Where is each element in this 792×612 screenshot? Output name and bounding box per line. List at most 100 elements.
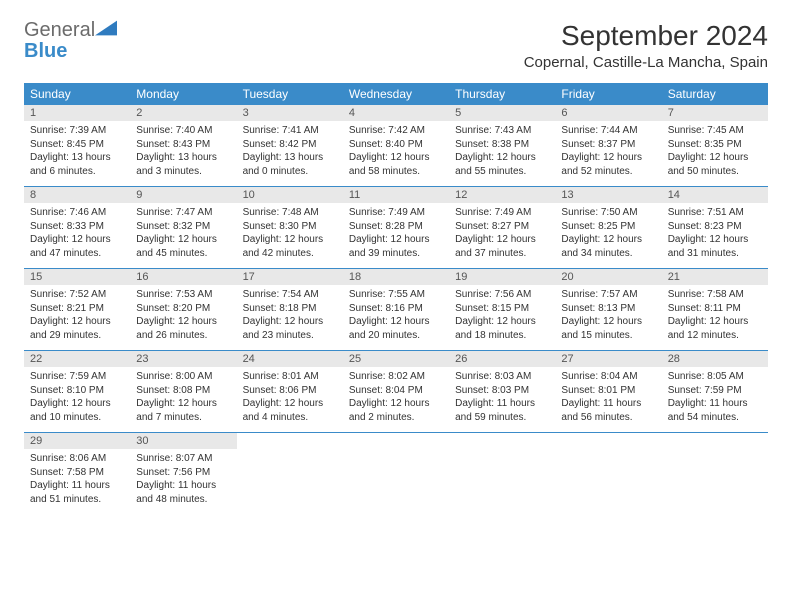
- sunset-line: Sunset: 8:30 PM: [243, 220, 337, 234]
- daylight-line: Daylight: 12 hours and 18 minutes.: [455, 315, 549, 342]
- calendar-row: 29Sunrise: 8:06 AMSunset: 7:58 PMDayligh…: [24, 433, 768, 515]
- day-number: 11: [343, 187, 449, 203]
- day-body: Sunrise: 7:39 AMSunset: 8:45 PMDaylight:…: [24, 121, 130, 186]
- calendar-cell: 1Sunrise: 7:39 AMSunset: 8:45 PMDaylight…: [24, 105, 130, 187]
- weekday-thursday: Thursday: [449, 83, 555, 105]
- calendar-row: 8Sunrise: 7:46 AMSunset: 8:33 PMDaylight…: [24, 187, 768, 269]
- day-body: Sunrise: 7:40 AMSunset: 8:43 PMDaylight:…: [130, 121, 236, 186]
- daylight-line: Daylight: 12 hours and 7 minutes.: [136, 397, 230, 424]
- sunset-line: Sunset: 8:23 PM: [668, 220, 762, 234]
- calendar-cell: 12Sunrise: 7:49 AMSunset: 8:27 PMDayligh…: [449, 187, 555, 269]
- logo: General Blue: [24, 20, 117, 62]
- day-number: 23: [130, 351, 236, 367]
- weekday-wednesday: Wednesday: [343, 83, 449, 105]
- sunset-line: Sunset: 7:58 PM: [30, 466, 124, 480]
- daylight-line: Daylight: 12 hours and 58 minutes.: [349, 151, 443, 178]
- calendar-cell: 3Sunrise: 7:41 AMSunset: 8:42 PMDaylight…: [237, 105, 343, 187]
- sunrise-line: Sunrise: 7:39 AM: [30, 124, 124, 138]
- calendar-cell: 25Sunrise: 8:02 AMSunset: 8:04 PMDayligh…: [343, 351, 449, 433]
- daylight-line: Daylight: 12 hours and 23 minutes.: [243, 315, 337, 342]
- sunset-line: Sunset: 8:45 PM: [30, 138, 124, 152]
- sunrise-line: Sunrise: 8:02 AM: [349, 370, 443, 384]
- calendar-cell: 30Sunrise: 8:07 AMSunset: 7:56 PMDayligh…: [130, 433, 236, 515]
- sunrise-line: Sunrise: 7:47 AM: [136, 206, 230, 220]
- sunrise-line: Sunrise: 7:51 AM: [668, 206, 762, 220]
- sunset-line: Sunset: 8:33 PM: [30, 220, 124, 234]
- day-body: Sunrise: 7:58 AMSunset: 8:11 PMDaylight:…: [662, 285, 768, 350]
- daylight-line: Daylight: 11 hours and 54 minutes.: [668, 397, 762, 424]
- calendar-row: 22Sunrise: 7:59 AMSunset: 8:10 PMDayligh…: [24, 351, 768, 433]
- sunset-line: Sunset: 8:03 PM: [455, 384, 549, 398]
- header: General Blue September 2024 Copernal, Ca…: [24, 20, 768, 71]
- sunset-line: Sunset: 8:32 PM: [136, 220, 230, 234]
- day-body: Sunrise: 7:53 AMSunset: 8:20 PMDaylight:…: [130, 285, 236, 350]
- sunset-line: Sunset: 8:10 PM: [30, 384, 124, 398]
- daylight-line: Daylight: 12 hours and 20 minutes.: [349, 315, 443, 342]
- daylight-line: Daylight: 12 hours and 10 minutes.: [30, 397, 124, 424]
- day-number: 2: [130, 105, 236, 121]
- calendar-cell: ..: [449, 433, 555, 515]
- sunrise-line: Sunrise: 8:01 AM: [243, 370, 337, 384]
- day-body: Sunrise: 8:07 AMSunset: 7:56 PMDaylight:…: [130, 449, 236, 514]
- day-number: 19: [449, 269, 555, 285]
- day-body: Sunrise: 7:54 AMSunset: 8:18 PMDaylight:…: [237, 285, 343, 350]
- calendar-cell: 6Sunrise: 7:44 AMSunset: 8:37 PMDaylight…: [555, 105, 661, 187]
- daylight-line: Daylight: 11 hours and 56 minutes.: [561, 397, 655, 424]
- sunset-line: Sunset: 8:06 PM: [243, 384, 337, 398]
- day-body: Sunrise: 7:55 AMSunset: 8:16 PMDaylight:…: [343, 285, 449, 350]
- sunrise-line: Sunrise: 7:52 AM: [30, 288, 124, 302]
- day-body: Sunrise: 7:59 AMSunset: 8:10 PMDaylight:…: [24, 367, 130, 432]
- calendar-cell: 9Sunrise: 7:47 AMSunset: 8:32 PMDaylight…: [130, 187, 236, 269]
- day-body: Sunrise: 7:52 AMSunset: 8:21 PMDaylight:…: [24, 285, 130, 350]
- sunset-line: Sunset: 8:04 PM: [349, 384, 443, 398]
- sunrise-line: Sunrise: 8:07 AM: [136, 452, 230, 466]
- day-number: 6: [555, 105, 661, 121]
- sunrise-line: Sunrise: 8:00 AM: [136, 370, 230, 384]
- day-number: 5: [449, 105, 555, 121]
- calendar-cell: 23Sunrise: 8:00 AMSunset: 8:08 PMDayligh…: [130, 351, 236, 433]
- calendar-cell: 19Sunrise: 7:56 AMSunset: 8:15 PMDayligh…: [449, 269, 555, 351]
- sunrise-line: Sunrise: 7:59 AM: [30, 370, 124, 384]
- day-number: 10: [237, 187, 343, 203]
- day-body: Sunrise: 8:05 AMSunset: 7:59 PMDaylight:…: [662, 367, 768, 432]
- weekday-header-row: Sunday Monday Tuesday Wednesday Thursday…: [24, 83, 768, 105]
- sunrise-line: Sunrise: 7:53 AM: [136, 288, 230, 302]
- day-body: Sunrise: 7:49 AMSunset: 8:28 PMDaylight:…: [343, 203, 449, 268]
- day-number: 17: [237, 269, 343, 285]
- daylight-line: Daylight: 11 hours and 59 minutes.: [455, 397, 549, 424]
- day-number: 20: [555, 269, 661, 285]
- day-body: Sunrise: 7:42 AMSunset: 8:40 PMDaylight:…: [343, 121, 449, 186]
- day-number: 18: [343, 269, 449, 285]
- sunset-line: Sunset: 7:56 PM: [136, 466, 230, 480]
- sunrise-line: Sunrise: 7:41 AM: [243, 124, 337, 138]
- page-title: September 2024: [524, 20, 768, 52]
- calendar-cell: 2Sunrise: 7:40 AMSunset: 8:43 PMDaylight…: [130, 105, 236, 187]
- calendar-cell: 13Sunrise: 7:50 AMSunset: 8:25 PMDayligh…: [555, 187, 661, 269]
- sunrise-line: Sunrise: 7:54 AM: [243, 288, 337, 302]
- sunrise-line: Sunrise: 7:43 AM: [455, 124, 549, 138]
- sunset-line: Sunset: 7:59 PM: [668, 384, 762, 398]
- sunset-line: Sunset: 8:28 PM: [349, 220, 443, 234]
- daylight-line: Daylight: 13 hours and 6 minutes.: [30, 151, 124, 178]
- calendar-row: 15Sunrise: 7:52 AMSunset: 8:21 PMDayligh…: [24, 269, 768, 351]
- sunrise-line: Sunrise: 8:05 AM: [668, 370, 762, 384]
- sunrise-line: Sunrise: 7:45 AM: [668, 124, 762, 138]
- sunset-line: Sunset: 8:13 PM: [561, 302, 655, 316]
- calendar-cell: 24Sunrise: 8:01 AMSunset: 8:06 PMDayligh…: [237, 351, 343, 433]
- sunrise-line: Sunrise: 8:03 AM: [455, 370, 549, 384]
- day-body: Sunrise: 8:03 AMSunset: 8:03 PMDaylight:…: [449, 367, 555, 432]
- sunset-line: Sunset: 8:15 PM: [455, 302, 549, 316]
- logo-text-general: General: [24, 19, 95, 41]
- calendar-cell: 27Sunrise: 8:04 AMSunset: 8:01 PMDayligh…: [555, 351, 661, 433]
- weekday-sunday: Sunday: [24, 83, 130, 105]
- calendar-cell: 8Sunrise: 7:46 AMSunset: 8:33 PMDaylight…: [24, 187, 130, 269]
- day-body: Sunrise: 7:48 AMSunset: 8:30 PMDaylight:…: [237, 203, 343, 268]
- daylight-line: Daylight: 12 hours and 50 minutes.: [668, 151, 762, 178]
- calendar-cell: 18Sunrise: 7:55 AMSunset: 8:16 PMDayligh…: [343, 269, 449, 351]
- logo-triangle-icon: [95, 20, 117, 36]
- day-body: Sunrise: 7:56 AMSunset: 8:15 PMDaylight:…: [449, 285, 555, 350]
- calendar-table: Sunday Monday Tuesday Wednesday Thursday…: [24, 83, 768, 514]
- day-body: Sunrise: 8:04 AMSunset: 8:01 PMDaylight:…: [555, 367, 661, 432]
- daylight-line: Daylight: 13 hours and 0 minutes.: [243, 151, 337, 178]
- day-body: Sunrise: 7:46 AMSunset: 8:33 PMDaylight:…: [24, 203, 130, 268]
